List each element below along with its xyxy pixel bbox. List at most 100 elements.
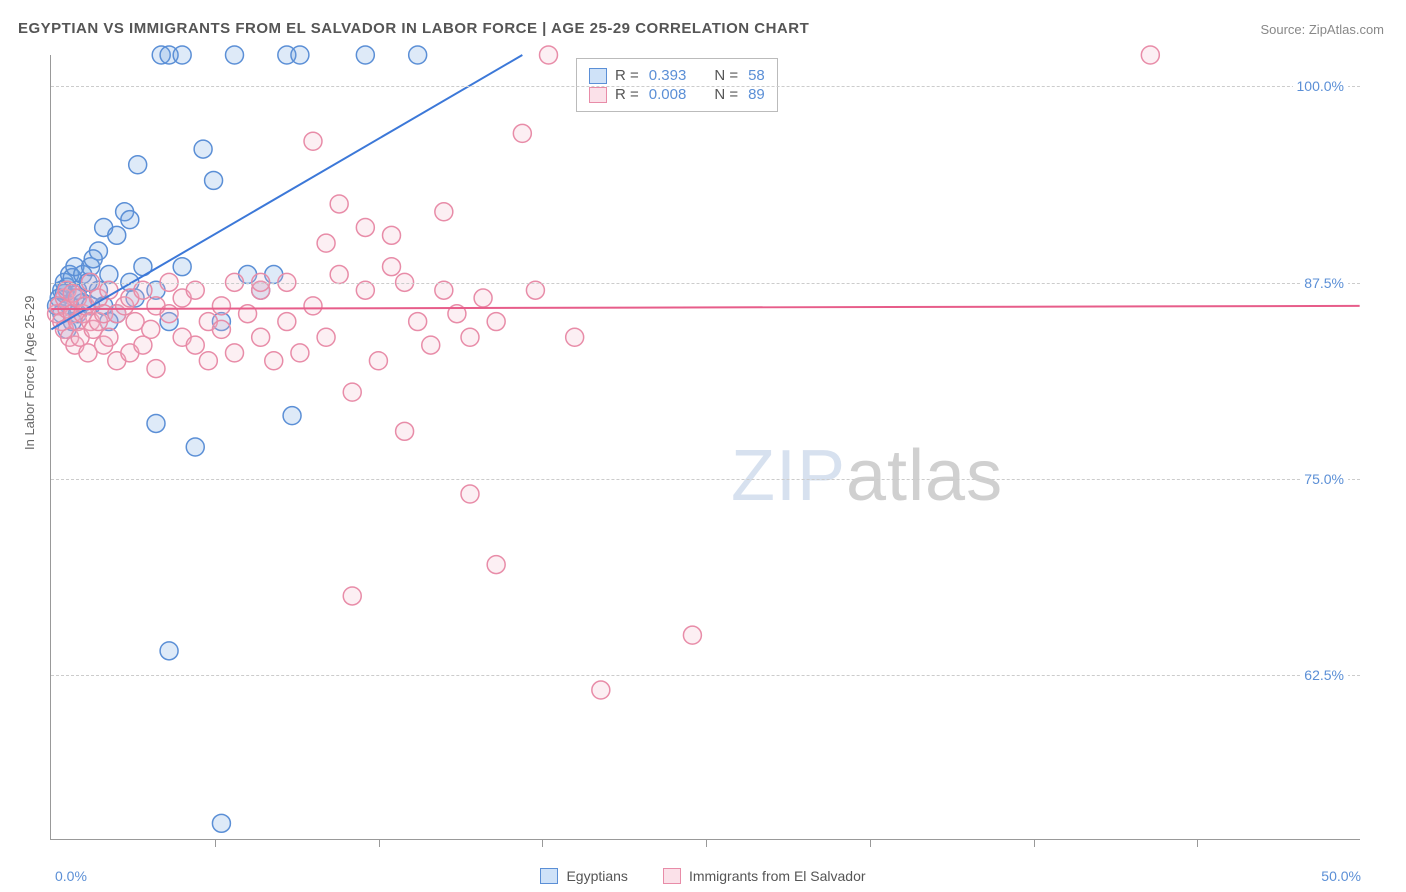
legend-correlation: R =0.393N =58R =0.008N =89	[576, 58, 778, 112]
x-tick	[706, 839, 707, 847]
y-tick-label: 62.5%	[1300, 667, 1348, 683]
data-point	[304, 297, 322, 315]
data-point	[540, 46, 558, 64]
data-point	[461, 485, 479, 503]
x-tick	[215, 839, 216, 847]
legend-row: R =0.008N =89	[589, 86, 765, 103]
legend-n-label: N =	[714, 67, 738, 84]
data-point	[317, 234, 335, 252]
x-tick	[1034, 839, 1035, 847]
legend-swatch	[589, 87, 607, 103]
data-point	[147, 414, 165, 432]
data-point	[317, 328, 335, 346]
data-point	[291, 46, 309, 64]
data-point	[304, 132, 322, 150]
data-point	[265, 352, 283, 370]
data-point	[283, 407, 301, 425]
data-point	[435, 203, 453, 221]
y-tick-label: 75.0%	[1300, 471, 1348, 487]
gridline	[51, 283, 1360, 284]
legend-label: Immigrants from El Salvador	[689, 868, 866, 884]
legend-r-label: R =	[615, 86, 639, 103]
data-point	[356, 218, 374, 236]
x-tick	[542, 839, 543, 847]
legend-item: Egyptians	[540, 868, 627, 884]
chart-title: EGYPTIAN VS IMMIGRANTS FROM EL SALVADOR …	[18, 20, 809, 37]
legend-series: Egyptians Immigrants from El Salvador	[0, 868, 1406, 884]
data-point	[383, 258, 401, 276]
data-point	[134, 281, 152, 299]
data-point	[330, 195, 348, 213]
legend-n-value: 58	[748, 67, 765, 84]
chart-svg	[51, 55, 1360, 839]
y-tick-label: 100.0%	[1293, 78, 1348, 94]
data-point	[383, 226, 401, 244]
y-tick-label: 87.5%	[1300, 275, 1348, 291]
data-point	[396, 422, 414, 440]
data-point	[409, 313, 427, 331]
legend-r-value: 0.393	[649, 67, 687, 84]
data-point	[252, 328, 270, 346]
legend-swatch	[540, 868, 558, 884]
legend-swatch	[663, 868, 681, 884]
data-point	[160, 642, 178, 660]
gridline	[51, 479, 1360, 480]
data-point	[526, 281, 544, 299]
data-point	[435, 281, 453, 299]
source-attribution: Source: ZipAtlas.com	[1260, 22, 1384, 37]
data-point	[100, 328, 118, 346]
data-point	[160, 305, 178, 323]
data-point	[194, 140, 212, 158]
legend-item: Immigrants from El Salvador	[663, 868, 866, 884]
y-axis-label: In Labor Force | Age 25-29	[22, 296, 37, 450]
data-point	[1141, 46, 1159, 64]
data-point	[121, 211, 139, 229]
data-point	[186, 281, 204, 299]
x-tick	[1197, 839, 1198, 847]
data-point	[239, 305, 257, 323]
data-point	[129, 156, 147, 174]
data-point	[108, 226, 126, 244]
legend-label: Egyptians	[566, 868, 627, 884]
data-point	[173, 46, 191, 64]
gridline	[51, 86, 1360, 87]
data-point	[186, 438, 204, 456]
data-point	[474, 289, 492, 307]
data-point	[84, 250, 102, 268]
data-point	[226, 46, 244, 64]
data-point	[205, 171, 223, 189]
x-tick	[379, 839, 380, 847]
legend-n-value: 89	[748, 86, 765, 103]
x-tick	[870, 839, 871, 847]
data-point	[566, 328, 584, 346]
legend-r-value: 0.008	[649, 86, 687, 103]
data-point	[212, 297, 230, 315]
plot-area: R =0.393N =58R =0.008N =89 ZIPatlas 62.5…	[50, 55, 1360, 840]
legend-row: R = 0.393 N = 58	[589, 67, 765, 84]
data-point	[356, 46, 374, 64]
data-point	[409, 46, 427, 64]
data-point	[186, 336, 204, 354]
data-point	[683, 626, 701, 644]
data-point	[199, 352, 217, 370]
data-point	[330, 266, 348, 284]
data-point	[369, 352, 387, 370]
data-point	[513, 124, 531, 142]
data-point	[147, 360, 165, 378]
data-point	[291, 344, 309, 362]
data-point	[461, 328, 479, 346]
data-point	[212, 320, 230, 338]
data-point	[422, 336, 440, 354]
data-point	[343, 587, 361, 605]
data-point	[142, 320, 160, 338]
data-point	[226, 344, 244, 362]
data-point	[487, 313, 505, 331]
data-point	[212, 814, 230, 832]
data-point	[173, 258, 191, 276]
legend-r-label: R =	[615, 67, 639, 84]
gridline	[51, 675, 1360, 676]
data-point	[487, 556, 505, 574]
legend-swatch	[589, 68, 607, 84]
data-point	[343, 383, 361, 401]
data-point	[356, 281, 374, 299]
